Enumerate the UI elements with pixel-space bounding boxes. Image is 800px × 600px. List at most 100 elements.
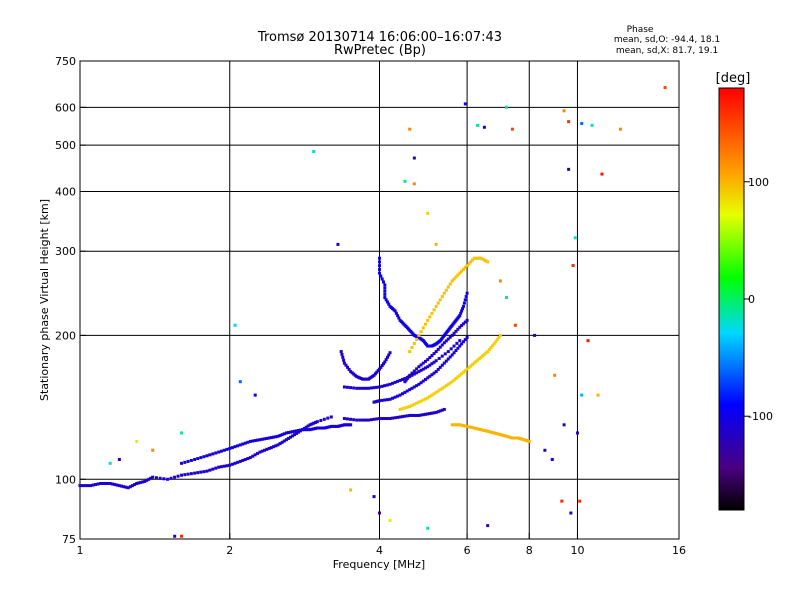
trace-0-fill-15-1 xyxy=(241,458,245,462)
trace-2-fill-9-3 xyxy=(440,408,444,412)
trace-4-fill-1-1 xyxy=(358,386,362,390)
y-tick-label-600: 600 xyxy=(55,101,76,114)
trace-6-fill-4-3 xyxy=(440,343,444,347)
trace-2-point-1 xyxy=(355,418,359,422)
trace-8-fill-0-1 xyxy=(400,407,404,411)
trace-1-fill-15-1 xyxy=(324,426,328,430)
trace-1-fill-9-2 xyxy=(280,433,284,437)
trace-0-fill-22-3 xyxy=(306,424,310,428)
trace-0-fill-16-3 xyxy=(256,451,260,455)
trace-4-fill-4-2 xyxy=(393,380,397,384)
trace-4-fill-3-3 xyxy=(385,383,389,387)
x-tick-label-6: 6 xyxy=(464,544,471,557)
trace-9-fill-4-3 xyxy=(448,282,452,286)
trace-1-fill-11-3 xyxy=(298,428,302,432)
trace-10-fill-5-1 xyxy=(487,430,491,434)
trace-7-point-21 xyxy=(461,304,465,308)
trace-7-fill-1-3 xyxy=(382,280,386,284)
trace-10-fill-7-2 xyxy=(501,433,505,437)
isolated-point-25 xyxy=(567,120,571,124)
trace-0-fill-11-1 xyxy=(196,471,200,475)
trace-4-fill-5-2 xyxy=(403,377,407,381)
isolated-point-37 xyxy=(596,393,600,397)
trace-9-fill-9-1 xyxy=(481,257,485,261)
trace-9-fill-2-3 xyxy=(432,308,436,312)
trace-4-fill-2-2 xyxy=(372,386,376,390)
x-axis-label: Frequency [MHz] xyxy=(333,558,425,571)
trace-0-fill-14-1 xyxy=(230,462,234,466)
trace-6-point-8 xyxy=(465,318,469,322)
trace-0-fill-13-2 xyxy=(222,464,226,468)
trace-0-point-3 xyxy=(108,481,112,485)
trace-0-point-24 xyxy=(315,420,319,424)
trace-8-fill-3-3 xyxy=(432,392,436,396)
trace-0-point-7 xyxy=(143,479,147,483)
trace-10-point-2 xyxy=(465,424,469,428)
trace-8-fill-8-2 xyxy=(469,364,473,368)
trace-1-fill-12-1 xyxy=(302,428,306,432)
trace-8-point-4 xyxy=(434,390,438,394)
trace-0-fill-1-1 xyxy=(91,483,95,487)
trace-0-fill-3-1 xyxy=(110,482,114,486)
trace-5-fill-3-2 xyxy=(403,390,407,394)
trace-9-fill-9-3 xyxy=(484,259,488,263)
trace-6-fill-5-1 xyxy=(444,339,448,343)
trace-0-fill-20-2 xyxy=(289,435,293,439)
trace-9-fill-0-3 xyxy=(415,337,419,341)
trace-0-fill-0-2 xyxy=(83,484,87,488)
isolated-point-16 xyxy=(476,123,480,127)
trace-1-fill-4-2 xyxy=(233,445,237,449)
isolated-point-3 xyxy=(312,149,316,153)
trace-0-fill-10-3 xyxy=(189,472,193,476)
trace-3-point-9 xyxy=(388,351,392,355)
trace-9-fill-6-3 xyxy=(463,265,467,269)
trace-9-fill-7-1 xyxy=(467,262,471,266)
trace-0-fill-13-1 xyxy=(219,465,223,469)
trace-8-fill-6-2 xyxy=(454,377,458,381)
trace-8-fill-9-3 xyxy=(477,357,481,361)
trace-6-fill-2-3 xyxy=(424,359,428,363)
trace-4-fill-5-1 xyxy=(400,377,404,381)
trace-1-fill-3-2 xyxy=(222,448,226,452)
trace-4-fill-0-3 xyxy=(352,386,356,390)
trace-2-fill-2-1 xyxy=(369,418,373,422)
trace-9-fill-3-2 xyxy=(438,298,442,302)
trace-2-point-0 xyxy=(342,417,346,421)
trace-1-fill-7-1 xyxy=(260,437,264,441)
trace-2-fill-2-2 xyxy=(372,417,376,421)
trace-8-fill-2-2 xyxy=(421,398,425,402)
trace-1-fill-16-3 xyxy=(334,424,338,428)
trace-8-fill-10-1 xyxy=(481,354,485,358)
trace-9-point-0 xyxy=(408,350,412,354)
trace-3-fill-2-1 xyxy=(350,371,354,375)
trace-9-fill-6-1 xyxy=(460,269,464,273)
trace-1-point-9 xyxy=(276,434,280,438)
trace-1-point-2 xyxy=(205,454,209,458)
trace-0-fill-6-1 xyxy=(137,481,141,485)
trace-10-point-12 xyxy=(527,439,531,443)
trace-1-fill-18-1 xyxy=(344,423,348,427)
trace-0-fill-23-3 xyxy=(314,420,318,424)
trace-8-fill-12-3 xyxy=(497,336,501,340)
trace-1-point-6 xyxy=(248,439,252,443)
trace-0-point-6 xyxy=(135,481,139,485)
trace-8-point-6 xyxy=(450,380,454,384)
trace-10-fill-6-3 xyxy=(497,432,501,436)
trace-3-fill-1-3 xyxy=(347,367,351,371)
trace-8-fill-5-3 xyxy=(448,381,452,385)
trace-2-point-2 xyxy=(366,418,370,422)
trace-9-point-3 xyxy=(434,304,438,308)
trace-10-fill-0-2 xyxy=(454,423,458,427)
trace-0-fill-20-1 xyxy=(286,436,290,440)
trace-3-fill-8-2 xyxy=(385,355,389,359)
trace-7-fill-2-2 xyxy=(383,289,387,293)
isolated-point-32 xyxy=(571,264,575,268)
trace-8-point-7 xyxy=(458,373,462,377)
trace-2-fill-1-1 xyxy=(358,418,362,422)
trace-7-fill-0-3 xyxy=(378,267,381,271)
trace-3-fill-6-2 xyxy=(375,370,379,374)
isolated-point-24 xyxy=(562,109,566,113)
trace-8-fill-2-1 xyxy=(419,399,423,403)
trace-2-fill-9-2 xyxy=(438,409,442,413)
x-tick-label-2: 2 xyxy=(226,544,233,557)
